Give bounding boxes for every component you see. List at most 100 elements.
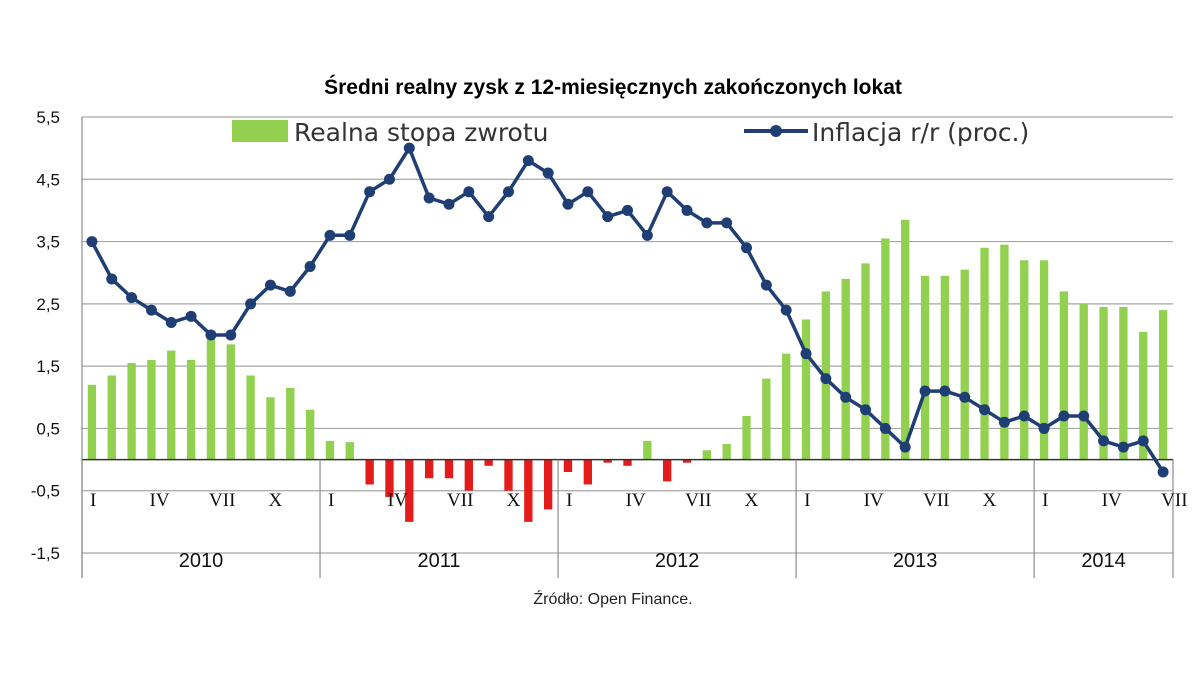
bar bbox=[464, 459, 473, 491]
bar bbox=[167, 350, 176, 460]
grid bbox=[82, 116, 1173, 554]
year-label: 2010 bbox=[179, 550, 224, 572]
year-label: 2014 bbox=[1081, 550, 1126, 572]
inflation-point bbox=[959, 391, 971, 403]
legend-line-label: Inflacja r/r (proc.) bbox=[812, 118, 1029, 147]
month-tick-label: I bbox=[1042, 490, 1048, 511]
month-tick-label: I bbox=[90, 490, 96, 511]
y-tick-label: -0,5 bbox=[31, 482, 60, 501]
month-tick-label: VII bbox=[923, 490, 949, 511]
bar bbox=[543, 459, 553, 510]
year-label: 2012 bbox=[655, 550, 700, 572]
month-tick-label: IV bbox=[150, 490, 170, 511]
month-tick-label: IV bbox=[864, 490, 884, 511]
inflation-point bbox=[1137, 435, 1149, 447]
bar bbox=[1000, 244, 1009, 460]
bar bbox=[742, 415, 751, 460]
inflation-point bbox=[582, 186, 594, 198]
bar bbox=[940, 275, 950, 460]
bar bbox=[147, 359, 156, 460]
bar bbox=[801, 319, 811, 460]
legend-bar-swatch bbox=[232, 120, 288, 142]
bar bbox=[623, 459, 632, 466]
bar bbox=[1059, 291, 1069, 460]
inflation-point bbox=[879, 422, 891, 434]
bar bbox=[504, 459, 513, 491]
month-labels: I IV VII X I IV VII X I IV VII X I IV VII X I IV VII bbox=[90, 490, 1188, 511]
inflation-point bbox=[741, 242, 753, 254]
source-note: Źródło: Open Finance. bbox=[533, 589, 692, 608]
month-tick-label: IV bbox=[626, 490, 646, 511]
inflation-point bbox=[86, 236, 98, 248]
inflation-point bbox=[939, 385, 951, 397]
bar bbox=[980, 247, 989, 460]
bar bbox=[603, 459, 612, 463]
bar bbox=[901, 219, 910, 460]
inflation-point bbox=[383, 173, 395, 185]
month-tick-label: VII bbox=[209, 490, 235, 511]
bar bbox=[702, 450, 712, 460]
inflation-point bbox=[760, 279, 772, 291]
bar bbox=[206, 338, 216, 460]
bar bbox=[107, 375, 116, 460]
inflation-point bbox=[860, 404, 872, 416]
inflation-point bbox=[264, 279, 276, 291]
bar bbox=[424, 459, 434, 479]
bar bbox=[643, 440, 652, 460]
bar bbox=[365, 459, 374, 485]
bar bbox=[563, 459, 573, 473]
bar bbox=[325, 440, 335, 460]
chart-title: Średni realny zysk z 12-miesięcznych zak… bbox=[324, 75, 902, 99]
inflation-point bbox=[364, 186, 376, 198]
bar bbox=[345, 442, 354, 460]
month-tick-label: IV bbox=[1102, 490, 1122, 511]
bar bbox=[682, 459, 692, 463]
inflation-point bbox=[245, 298, 257, 310]
month-tick-label: VII bbox=[447, 490, 473, 511]
bar bbox=[246, 375, 255, 460]
inflation-point bbox=[820, 373, 832, 385]
bar bbox=[484, 459, 493, 466]
inflation-point bbox=[185, 310, 197, 322]
inflation-point bbox=[721, 217, 733, 229]
bar bbox=[1099, 306, 1108, 460]
bar bbox=[444, 459, 454, 479]
inflation-point bbox=[840, 391, 852, 403]
inflation-point bbox=[284, 285, 296, 297]
bar bbox=[881, 238, 890, 460]
bar bbox=[87, 384, 97, 460]
bar bbox=[1139, 331, 1148, 460]
bar bbox=[920, 275, 930, 460]
month-tick-label: IV bbox=[388, 490, 408, 511]
bar bbox=[186, 359, 196, 460]
bar bbox=[1079, 303, 1088, 460]
inflation-point bbox=[1018, 410, 1030, 422]
year-label: 2013 bbox=[893, 550, 938, 572]
inflation-point bbox=[1038, 422, 1050, 434]
bar bbox=[266, 397, 275, 460]
bar bbox=[1020, 260, 1029, 460]
month-tick-label: X bbox=[983, 490, 997, 511]
inflation-point bbox=[304, 260, 316, 272]
bar bbox=[782, 353, 791, 460]
bar bbox=[127, 363, 136, 460]
bar bbox=[286, 387, 295, 460]
inflation-point bbox=[602, 211, 614, 223]
bar bbox=[1158, 310, 1168, 460]
inflation-point bbox=[562, 198, 574, 210]
line-series bbox=[86, 142, 1169, 478]
bar bbox=[663, 459, 672, 482]
bar bbox=[405, 459, 414, 522]
inflation-point bbox=[145, 304, 157, 316]
inflation-point bbox=[225, 329, 237, 341]
year-labels: 2010 2011 2012 2013 2014 bbox=[179, 550, 1126, 572]
y-tick-label: 5,5 bbox=[36, 108, 60, 127]
inflation-point bbox=[344, 229, 356, 241]
inflation-point bbox=[701, 217, 713, 229]
bar bbox=[1039, 260, 1049, 460]
inflation-point bbox=[165, 317, 177, 329]
bar bbox=[305, 409, 315, 460]
inflation-point bbox=[126, 292, 138, 304]
